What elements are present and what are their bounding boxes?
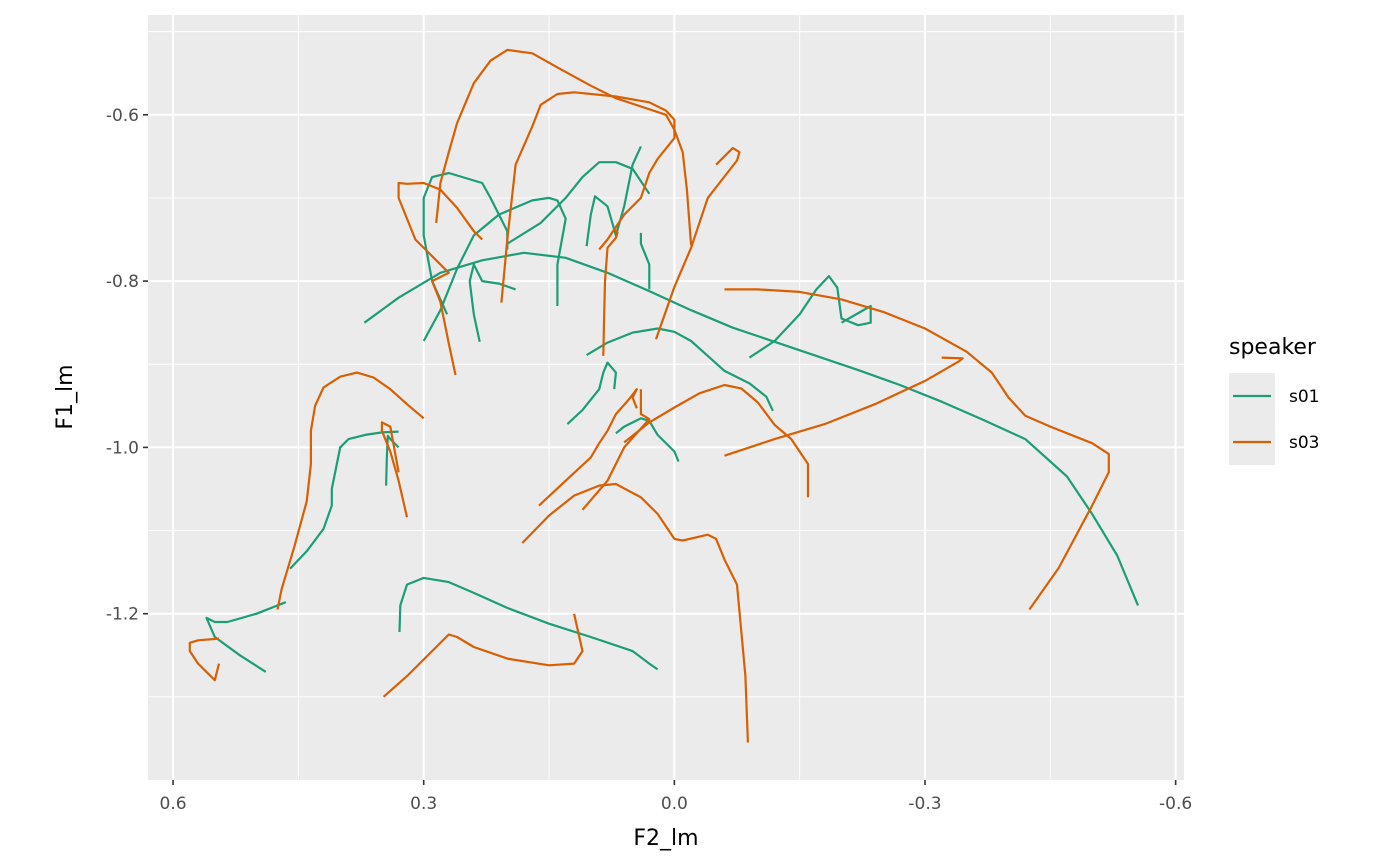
series-line-s01: [586, 327, 774, 412]
y-tick-label: -1.2: [106, 605, 139, 625]
y-tick-label: -1.0: [106, 438, 139, 458]
x-tick-label: 0.6: [160, 794, 187, 814]
series-line-s01: [363, 251, 1140, 606]
x-tick-label: 0.3: [410, 794, 437, 814]
legend: speaker s01 s03: [1229, 335, 1320, 465]
series-line-s01: [205, 601, 287, 673]
y-tick-label: -0.6: [106, 106, 139, 126]
legend-label-s03: s03: [1289, 433, 1320, 453]
series-line-s01: [289, 430, 399, 570]
series-line-s03: [435, 48, 693, 246]
series-line-s03: [521, 482, 749, 743]
series-line-s03: [188, 637, 221, 682]
series-line-s03: [382, 613, 584, 698]
series-line-s01: [468, 263, 516, 343]
x-axis: 0.6 0.3 0.0 -0.3 -0.6: [160, 780, 1192, 814]
series-line-s03: [397, 181, 483, 376]
series-line-s01: [615, 417, 680, 462]
minor-gridlines: [148, 15, 1184, 780]
series-line-s03: [724, 288, 1110, 611]
formant-tracks: [188, 48, 1140, 743]
series-line-s01: [585, 145, 642, 247]
x-tick-label: -0.6: [1159, 794, 1192, 814]
series-line-s01: [422, 171, 509, 315]
series-line-s01: [506, 161, 651, 245]
x-tick-label: 0.0: [661, 794, 688, 814]
series-line-s03: [602, 229, 619, 356]
series-line-s01: [398, 576, 659, 671]
x-tick-label: -0.3: [908, 794, 941, 814]
y-axis: -1.2 -1.0 -0.8 -0.6: [106, 106, 148, 625]
series-line-s03: [538, 388, 638, 507]
series-line-s01: [748, 275, 872, 359]
series-line-s01: [422, 196, 567, 342]
legend-title: speaker: [1229, 335, 1317, 360]
series-line-s03: [276, 371, 425, 610]
series-line-s03: [380, 421, 409, 518]
series-line-s01: [566, 361, 618, 425]
y-axis-title: F1_lm: [53, 364, 78, 429]
y-tick-label: -0.8: [106, 272, 139, 292]
plot-panel: [148, 15, 1184, 780]
series-line-s03: [724, 356, 964, 457]
series-line-s03: [623, 383, 810, 498]
series-line-s03: [500, 91, 676, 303]
x-axis-title: F2_lm: [633, 826, 698, 851]
series-line-s01: [639, 232, 651, 290]
legend-label-s01: s01: [1289, 387, 1320, 407]
series-line-s03: [654, 146, 741, 340]
